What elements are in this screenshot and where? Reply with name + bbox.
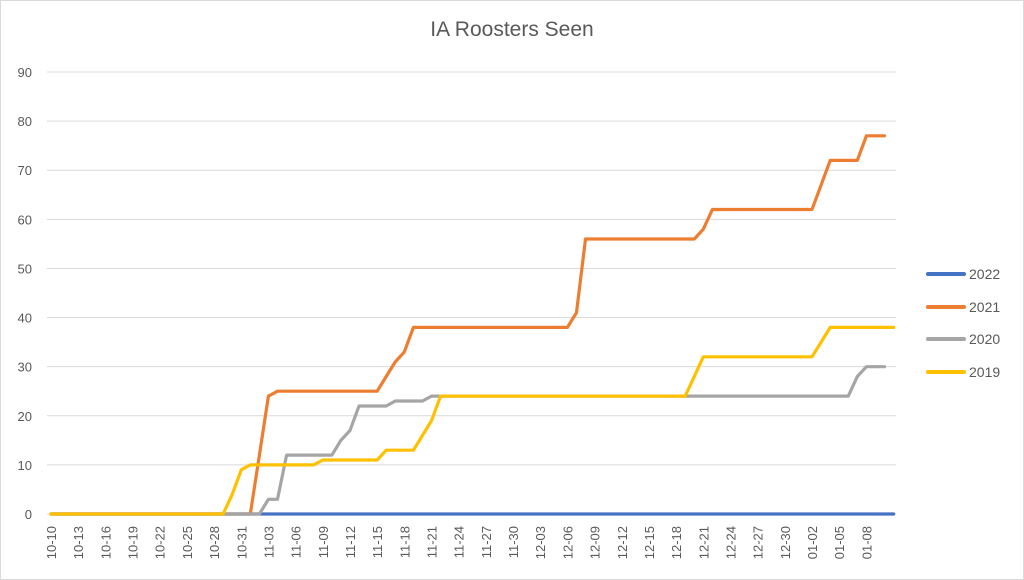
- x-tick-label: 01-05: [832, 526, 847, 559]
- legend-swatch-2020: [926, 337, 966, 342]
- y-tick-label: 50: [18, 261, 32, 276]
- chart-title: IA Roosters Seen: [430, 18, 594, 41]
- x-tick-label: 11-12: [343, 526, 358, 558]
- x-tick-label: 12-15: [642, 526, 657, 559]
- x-tick-label: 12-30: [778, 526, 793, 559]
- x-tick-label: 11-15: [370, 526, 385, 558]
- legend-swatch-2019: [926, 369, 966, 374]
- series-line-2020: [49, 365, 887, 516]
- series-lines: [49, 134, 896, 516]
- x-tick-label: 10-28: [207, 526, 222, 559]
- x-tick-label: 11-21: [425, 526, 440, 558]
- y-tick-label: 70: [18, 163, 32, 178]
- y-tick-label: 0: [25, 507, 32, 522]
- x-tick-label: 12-03: [533, 526, 548, 559]
- legend-label: 2019: [969, 363, 1001, 380]
- x-tick-label: 12-06: [560, 526, 575, 559]
- legend-label: 2022: [969, 266, 1001, 283]
- legend-item-2021: 2021: [926, 291, 1000, 324]
- x-tick-label: 11-30: [506, 526, 521, 558]
- y-tick-label: 10: [18, 458, 32, 473]
- y-tick-label: 80: [18, 114, 32, 129]
- y-axis-ticks: 0 10 20 30 40 50 60 70 80 90: [18, 65, 32, 522]
- x-tick-label: 11-09: [316, 526, 331, 558]
- legend-item-2022: 2022: [926, 258, 1000, 291]
- y-tick-label: 40: [18, 311, 32, 326]
- x-axis-ticks: 10-10 10-13 10-16 10-19 10-22 10-25 10-28 10-31…: [44, 526, 874, 559]
- legend-item-2020: 2020: [926, 323, 1000, 356]
- x-tick-label: 12-27: [751, 526, 766, 559]
- series-line-2019: [49, 325, 896, 516]
- x-tick-label: 10-19: [126, 526, 141, 559]
- series-line-2021: [49, 134, 887, 516]
- x-tick-label: 11-18: [397, 526, 412, 558]
- x-tick-label: 12-24: [724, 526, 739, 559]
- x-tick-label: 12-09: [588, 526, 603, 559]
- legend-swatch-2022: [926, 272, 966, 277]
- x-tick-label: 12-12: [615, 526, 630, 559]
- x-tick-label: 12-18: [669, 526, 684, 559]
- legend: 2022 2021 2020 2019: [926, 258, 1000, 388]
- x-tick-label: 11-27: [479, 526, 494, 558]
- x-tick-label: 10-25: [180, 526, 195, 559]
- x-tick-label: 11-06: [289, 526, 304, 558]
- x-tick-label: 10-13: [71, 526, 86, 559]
- x-tick-label: 10-31: [234, 526, 249, 559]
- legend-swatch-2021: [926, 304, 966, 309]
- y-tick-label: 20: [18, 409, 32, 424]
- x-tick-label: 12-21: [696, 526, 711, 559]
- legend-item-2019: 2019: [926, 356, 1000, 389]
- legend-label: 2020: [969, 331, 1001, 348]
- x-tick-label: 10-10: [44, 526, 59, 559]
- x-tick-label: 10-16: [98, 526, 113, 559]
- x-tick-label: 01-08: [859, 526, 874, 559]
- legend-label: 2021: [969, 298, 1001, 315]
- y-tick-label: 60: [18, 212, 32, 227]
- y-tick-label: 90: [18, 65, 32, 80]
- x-tick-label: 10-22: [153, 526, 168, 559]
- y-tick-label: 30: [18, 360, 32, 375]
- gridlines: [47, 71, 896, 515]
- x-tick-label: 01-02: [805, 526, 820, 559]
- x-tick-label: 11-03: [261, 526, 276, 558]
- x-tick-label: 11-24: [452, 526, 467, 558]
